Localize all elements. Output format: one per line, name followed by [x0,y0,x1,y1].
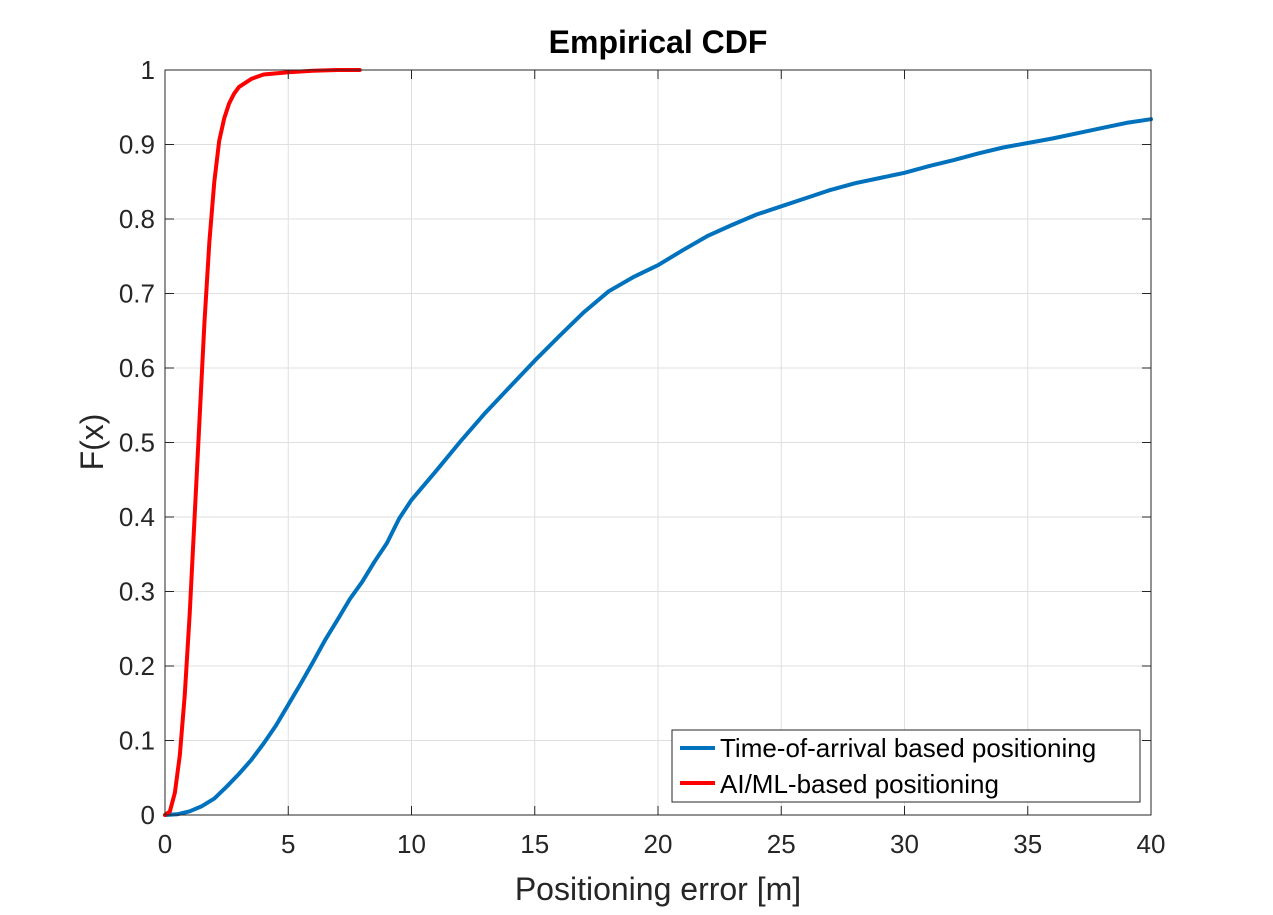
legend: Time-of-arrival based positioning AI/ML-… [671,729,1141,803]
y-tick-label: 0.7 [119,279,155,309]
x-tick-label: 40 [1137,829,1166,859]
y-tick-label: 0.4 [119,502,155,532]
grid [165,70,1151,815]
y-tick-label: 0.8 [119,204,155,234]
x-axis-label: Positioning error [m] [515,871,801,907]
y-tick-label: 0.1 [119,726,155,756]
x-tick-label: 25 [767,829,796,859]
y-axis-label: F(x) [74,414,110,471]
x-tick-label: 30 [890,829,919,859]
y-tick-label: 0.5 [119,428,155,458]
axis-ticks: 0 5 10 15 20 25 30 35 40 0 0.1 0.2 0.3 0.4 0.5 0.6 0.7 0.… [119,55,1166,859]
y-tick-label: 0.3 [119,577,155,607]
y-tick-label: 0.2 [119,651,155,681]
y-tick-label: 0.6 [119,353,155,383]
aiml-series-line [163,68,362,817]
series-group [163,68,1153,817]
x-tick-label: 10 [397,829,426,859]
y-tick-label: 0 [141,800,155,830]
x-tick-label: 35 [1013,829,1042,859]
legend-box [671,729,1141,803]
x-tick-label: 15 [520,829,549,859]
chart-title: Empirical CDF [549,24,768,60]
toa-series-line [163,117,1153,817]
x-tick-label: 5 [281,829,295,859]
legend-label-aiml: AI/ML-based positioning [720,769,999,799]
y-tick-label: 1 [141,55,155,85]
x-tick-label: 20 [644,829,673,859]
y-tick-label: 0.9 [119,130,155,160]
legend-label-toa: Time-of-arrival based positioning [720,733,1096,763]
x-tick-label: 0 [158,829,172,859]
